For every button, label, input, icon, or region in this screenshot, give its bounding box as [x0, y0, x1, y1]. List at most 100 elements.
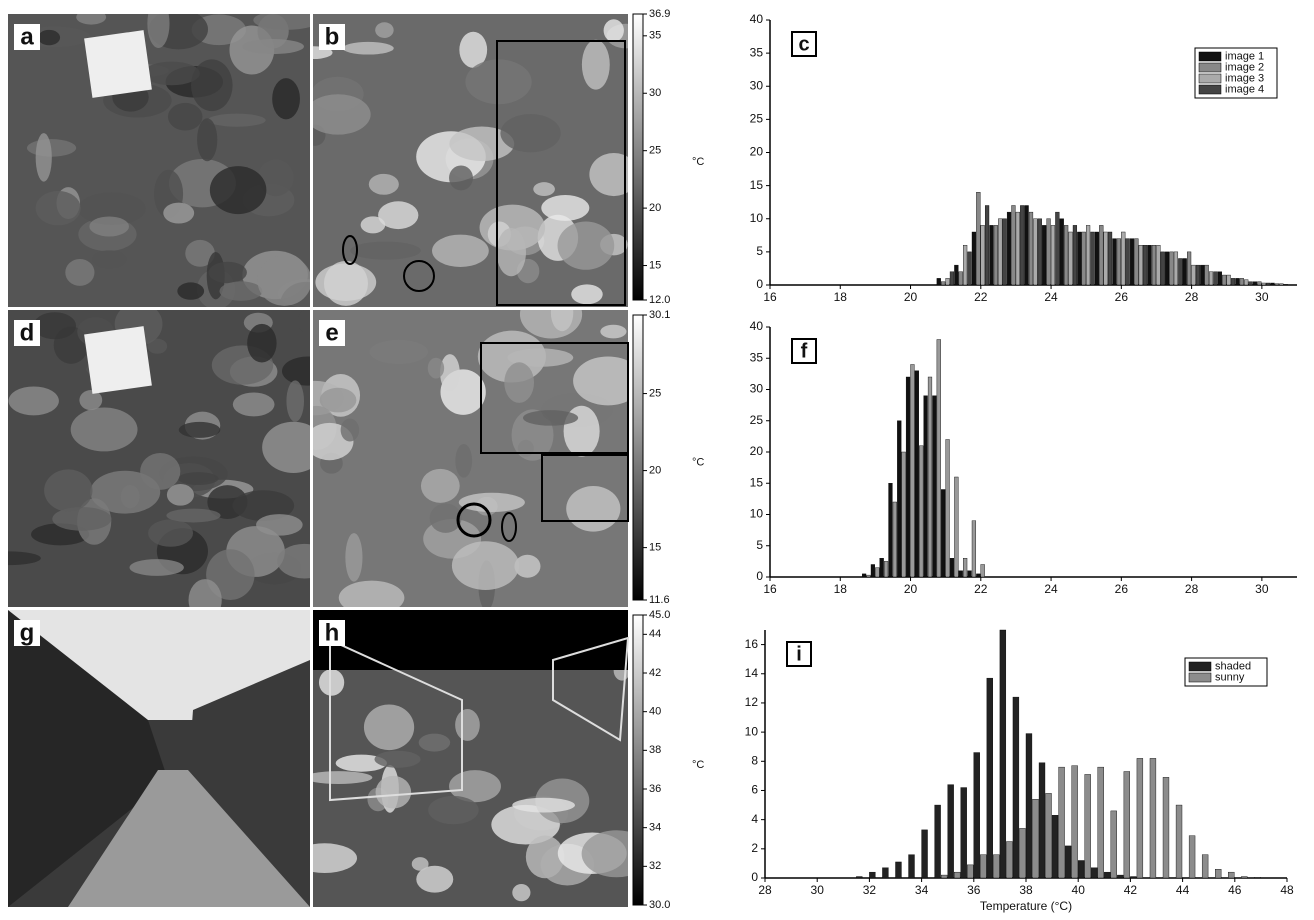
texture	[318, 669, 345, 696]
colorbar	[632, 13, 644, 301]
texture	[191, 59, 233, 112]
x-tick-label: 24	[1044, 582, 1058, 596]
x-tick-label: 26	[1115, 582, 1129, 596]
texture	[8, 551, 41, 566]
texture	[458, 492, 525, 513]
bar	[1085, 225, 1091, 286]
bar	[1012, 696, 1020, 879]
bar	[1038, 762, 1046, 879]
bar	[1187, 251, 1192, 286]
vine-left	[8, 610, 168, 907]
bar	[1117, 874, 1124, 879]
colorbar-tick-label: 12.0	[649, 294, 670, 306]
bar	[960, 787, 967, 879]
texture	[319, 387, 357, 413]
panel-label-box	[319, 620, 345, 646]
bar	[1204, 264, 1209, 286]
region-outline	[552, 636, 630, 742]
bar	[927, 376, 933, 578]
texture	[185, 239, 215, 267]
y-tick-label: 20	[750, 444, 764, 458]
texture	[33, 312, 77, 340]
legend-swatch	[1198, 84, 1222, 95]
y-tick-label: 0	[756, 277, 763, 291]
bar	[1072, 225, 1078, 286]
legend-swatch	[1188, 661, 1212, 672]
bar	[1024, 205, 1029, 286]
bar	[869, 871, 876, 879]
texture	[272, 78, 300, 120]
bar	[1046, 218, 1051, 286]
texture	[350, 241, 421, 260]
bar	[1064, 845, 1072, 879]
texture	[573, 356, 628, 406]
bar	[1138, 245, 1143, 286]
colorbar-tick-label: 25	[649, 387, 661, 399]
texture	[451, 541, 520, 590]
legend-label: image 2	[1225, 61, 1264, 73]
texture	[368, 173, 399, 195]
bar	[1002, 218, 1007, 286]
panel-label: a	[20, 23, 34, 50]
texture	[313, 771, 373, 784]
bar	[1033, 218, 1038, 286]
bar	[1151, 245, 1157, 286]
bar	[1091, 867, 1098, 879]
bar	[1279, 283, 1284, 286]
legend-swatch	[1198, 73, 1222, 84]
bar	[1055, 211, 1060, 286]
image-panel	[8, 14, 310, 307]
bar	[888, 483, 893, 578]
texture	[277, 543, 310, 579]
x-tick-label: 18	[834, 290, 848, 304]
bar	[919, 445, 924, 578]
bar	[897, 420, 902, 578]
texture	[440, 354, 460, 392]
bar	[980, 564, 985, 578]
bar	[1051, 815, 1059, 879]
texture	[143, 61, 200, 86]
panel-label-box	[319, 320, 345, 346]
y-tick-label: 6	[751, 783, 758, 797]
texture	[375, 22, 394, 38]
y-tick-label: 8	[751, 753, 758, 767]
texture	[512, 797, 575, 813]
bar	[949, 558, 955, 578]
texture	[70, 407, 138, 452]
texture	[500, 113, 561, 153]
legend-label: shaded	[1215, 660, 1251, 672]
texture	[455, 444, 473, 478]
bar	[1103, 231, 1108, 286]
bar	[936, 278, 941, 286]
panel-label: g	[20, 619, 35, 646]
x-tick-label: 28	[1185, 582, 1199, 596]
colorbar-tick-label: 36.9	[649, 8, 670, 20]
x-tick-label: 24	[1044, 290, 1058, 304]
texture	[313, 843, 358, 873]
texture	[257, 255, 310, 306]
y-tick-label: 25	[750, 413, 764, 427]
panel-label-box	[14, 620, 40, 646]
y-tick-label: 30	[750, 382, 764, 396]
x-tick-label: 16	[763, 582, 777, 596]
texture	[148, 519, 194, 547]
y-tick-label: 12	[745, 695, 759, 709]
bar	[1248, 281, 1253, 286]
bar	[1019, 828, 1026, 879]
reference-card	[84, 326, 152, 394]
bar	[1173, 251, 1179, 286]
colorbar-tick-label: 34	[649, 822, 661, 834]
colorbar-tick-label: 20	[649, 465, 661, 477]
bar	[1270, 282, 1275, 286]
bar	[954, 871, 961, 879]
bar	[963, 558, 968, 578]
reference-card	[84, 30, 152, 98]
bar	[1042, 225, 1047, 286]
colorbar-tick-label: 38	[649, 744, 661, 756]
texture	[571, 284, 603, 305]
x-tick-label: 38	[1019, 883, 1033, 897]
bar	[1252, 281, 1258, 286]
bar	[1136, 758, 1144, 879]
bar	[1032, 799, 1039, 879]
bar	[1011, 205, 1016, 286]
